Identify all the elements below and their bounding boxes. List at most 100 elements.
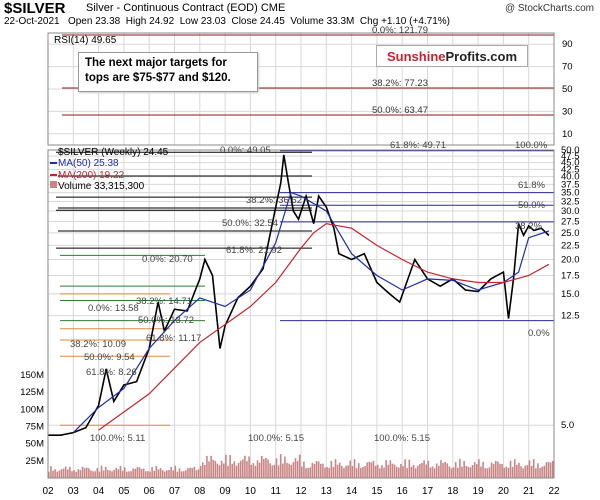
volume-bar — [444, 461, 446, 478]
volume-bar — [364, 465, 366, 478]
sunshine-profits-logo: SunshineProfits.com — [376, 45, 528, 67]
volume-bar — [509, 460, 512, 478]
price-fib-label: 61.8%: 8.26 — [86, 367, 137, 378]
volume-bar — [206, 455, 208, 478]
volume-bar — [526, 465, 529, 478]
x-tick-label: 09 — [220, 486, 232, 497]
volume-bar — [292, 462, 295, 478]
volume-bar — [433, 468, 436, 478]
volume-bar — [193, 466, 196, 478]
volume-bar — [406, 468, 409, 478]
high-value: 24.92 — [149, 16, 175, 27]
volume-bar — [332, 466, 335, 478]
volume-bar — [155, 465, 158, 478]
volume-bar — [88, 468, 90, 478]
price-y-tick-label: 17.5 — [561, 270, 580, 281]
x-tick-label: 15 — [371, 486, 383, 497]
volume-bar — [69, 466, 71, 478]
volume-bar — [182, 471, 185, 478]
price-panel-title: $SILVER (Weekly) 24.45 — [58, 147, 169, 158]
volume-bar — [551, 460, 554, 478]
volume-bar — [176, 471, 179, 478]
volume-bar — [484, 468, 487, 478]
callout-line-2: tops are $75-$77 and $120. — [85, 72, 231, 84]
price-fib-label: 100.0%: 5.11 — [90, 433, 145, 444]
volume-bar — [168, 470, 170, 478]
volume-bar — [166, 470, 168, 478]
volume-bar — [324, 467, 326, 478]
volume-bar — [524, 465, 527, 478]
volume-bar — [163, 471, 166, 478]
volume-bar — [360, 467, 362, 478]
volume-bar — [528, 460, 531, 478]
rsi-y-tick-label: 50 — [562, 84, 573, 95]
x-tick-label: 05 — [118, 486, 130, 497]
price-fib-label: 38.2% — [515, 221, 542, 232]
rsi-panel-frame — [47, 32, 555, 146]
high-label: High — [125, 16, 147, 27]
volume-bar — [191, 468, 193, 478]
x-tick-label: 12 — [295, 486, 307, 497]
volume-bar — [144, 471, 147, 478]
series-legend-label: MA(200) 19.22 — [58, 170, 125, 181]
volume-bar — [435, 463, 438, 478]
volume-bar — [288, 463, 290, 478]
x-tick-label: 06 — [144, 486, 156, 497]
price-fib-label: 38.2%: 14.71 — [136, 296, 192, 307]
volume-bar — [328, 467, 331, 478]
x-tick-label: 14 — [346, 486, 358, 497]
price-panel-frame — [47, 149, 555, 479]
price-fib-label: 38.2%: 10.09 — [70, 339, 126, 350]
volume-bar — [336, 464, 339, 478]
volume-bar — [214, 461, 217, 478]
price-fib-label: 0.0%: 20.70 — [142, 254, 193, 265]
price-y-tick-label: 35.0 — [561, 188, 580, 199]
volume-bar — [338, 462, 341, 478]
volume-bar — [516, 464, 518, 478]
price-series — [48, 154, 550, 437]
volume-bar — [492, 463, 495, 478]
volume-bar — [275, 458, 278, 478]
volume-bar — [547, 461, 550, 478]
volume-bar — [157, 469, 160, 478]
volume-bar — [66, 469, 69, 478]
volume-bar — [189, 467, 191, 478]
volume-bar — [142, 468, 145, 478]
price-fib-label: 50.0%: 32.54 — [222, 218, 278, 229]
volume-bar — [100, 465, 103, 478]
logo-part-1: Sunshine — [386, 49, 446, 64]
volume-bar — [303, 461, 305, 478]
chart-date: 22-Oct-2021 — [4, 16, 60, 27]
series-legend-label: MA(50) 25.38 — [58, 158, 119, 169]
volume-label: Volume — [290, 16, 324, 27]
volume-bar — [349, 460, 352, 478]
volume-bars — [48, 454, 554, 478]
volume-bar — [535, 468, 537, 478]
volume-bar — [256, 460, 259, 478]
change-value: +1.10 (+4.71%) — [381, 16, 450, 27]
volume-bar — [195, 470, 198, 478]
volume-bar — [174, 465, 177, 478]
volume-bar — [400, 463, 402, 478]
volume-bar — [56, 471, 59, 478]
volume-bar — [374, 465, 377, 478]
volume-y-tick-label: 25M — [26, 456, 45, 467]
price-fib-label: 100.0% — [515, 140, 548, 151]
volume-bar — [248, 456, 250, 478]
volume-y-tick-label: 125M — [20, 387, 44, 398]
volume-bar — [96, 468, 99, 478]
volume-y-tick-label: 50M — [26, 439, 45, 450]
series-line-1 — [72, 191, 550, 434]
logo-part-2: Profits.com — [445, 49, 518, 64]
price-fib-label: 0.0% — [528, 328, 550, 339]
volume-bar — [513, 459, 516, 478]
price-y-tick-label: 12.5 — [561, 311, 580, 322]
volume-bar — [123, 467, 126, 478]
rsi-y-tick-label: 70 — [562, 62, 573, 73]
volume-bar — [94, 471, 96, 478]
volume-bar — [161, 470, 164, 478]
volume-legend: Volume 33,315,300 — [58, 181, 145, 192]
chart-subtitle: Silver - Continuous Contract (EOD) CME — [86, 2, 285, 14]
price-fib-label: 50.0% — [518, 200, 545, 211]
